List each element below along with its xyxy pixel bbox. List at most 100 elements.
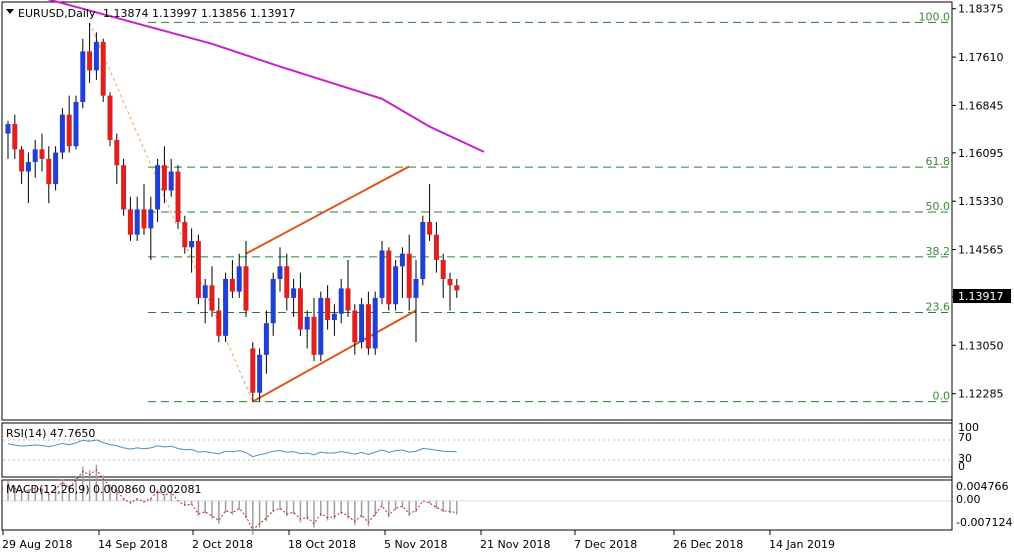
candle-body-53: [365, 304, 371, 349]
candle-body-41: [284, 266, 290, 298]
candle-body-2: [19, 149, 25, 172]
rsi-label: RSI(14) 47.7650: [6, 427, 95, 440]
candle-body-25: [175, 171, 181, 223]
candle-body-36: [250, 348, 256, 393]
candle-body-24: [168, 171, 174, 191]
collapse-triangle-icon[interactable]: [6, 9, 14, 14]
macd-signal-line: [7, 469, 457, 532]
candles: [5, 22, 460, 402]
macd-label: MACD(12,26,9) 0.000860 0.002081: [6, 483, 202, 496]
candle-body-54: [372, 297, 378, 349]
time-tick-label-7: 26 Dec 2018: [673, 538, 743, 551]
fib-label-5: 0.0: [933, 390, 951, 403]
candle-body-15: [107, 95, 113, 140]
candle-body-58: [399, 253, 405, 267]
candle-body-34: [236, 266, 242, 292]
channel-lower-line: [252, 309, 417, 403]
candle-body-16: [114, 139, 120, 166]
time-tick-label-4: 5 Nov 2018: [384, 538, 447, 551]
candle-body-45: [311, 316, 317, 355]
rsi-panel-frame: [1, 422, 953, 478]
candle-body-12: [87, 51, 93, 71]
time-axis: 29 Aug 2018 14 Sep 2018 2 Oct 2018 18 Oct 2…: [2, 530, 835, 551]
candle-body-21: [148, 209, 154, 229]
price-tick-label-7: 1.13050: [958, 339, 1004, 352]
symbol-label: EURUSD,Daily: [18, 7, 96, 20]
candle-body-14: [100, 41, 106, 96]
candle-body-40: [277, 266, 283, 279]
candle-body-32: [223, 278, 229, 336]
candle-body-19: [134, 209, 140, 235]
candle-body-10: [73, 101, 79, 147]
macd-tick-label-0: 0.004766: [956, 480, 1009, 493]
candle-body-35: [243, 266, 249, 311]
time-tick-label-3: 18 Oct 2018: [288, 538, 356, 551]
candle-body-65: [447, 278, 453, 286]
ma-line: [46, 0, 485, 153]
fib-label-0: 100.0: [919, 10, 951, 23]
candle-body-62: [427, 222, 433, 235]
time-tick-label-2: 2 Oct 2018: [192, 538, 253, 551]
candle-body-46: [318, 297, 324, 355]
candle-body-4: [32, 149, 38, 163]
price-tick-label-4: 1.15330: [958, 195, 1004, 208]
price-tick-label-5: 1.14565: [958, 244, 1004, 257]
candle-body-9: [66, 114, 72, 147]
fib-label-1: 61.8: [926, 155, 951, 168]
fibonacci-levels: 100.0 61.8 50.0 38.2 23.6 0.0: [148, 10, 951, 403]
candle-body-30: [209, 285, 215, 311]
rsi-tick-label-0: 100: [958, 421, 979, 434]
candle-body-0: [5, 124, 11, 134]
candle-body-37: [257, 354, 263, 393]
price-tick-label-2: 1.16845: [958, 99, 1004, 112]
candle-body-51: [352, 310, 358, 343]
candle-body-64: [440, 259, 446, 279]
candle-body-50: [345, 288, 351, 311]
rsi-tick-label-3: 0: [958, 460, 965, 473]
candle-body-7: [53, 152, 59, 185]
candle-body-26: [182, 222, 188, 248]
candle-body-66: [454, 285, 460, 291]
candle-body-55: [379, 250, 385, 298]
candle-body-61: [420, 222, 426, 279]
fib-label-3: 38.2: [926, 245, 951, 258]
candle-body-18: [127, 209, 133, 235]
time-tick-label-8: 14 Jan 2019: [769, 538, 835, 551]
rsi-line: [7, 439, 457, 458]
time-tick-label-6: 7 Dec 2018: [574, 538, 637, 551]
current-price-label: 1.13917: [958, 290, 1004, 303]
candle-body-42: [291, 288, 297, 298]
price-tick-label-3: 1.16095: [958, 147, 1004, 160]
current-price-box: [953, 289, 1011, 303]
fib-label-4: 23.6: [926, 300, 951, 313]
candle-body-43: [297, 288, 303, 330]
candle-body-39: [270, 278, 276, 324]
ohlc-label: 1.13874 1.13997 1.13856 1.13917: [103, 7, 295, 20]
candle-body-44: [304, 316, 310, 330]
rsi-tick-label-1: 70: [958, 431, 972, 444]
candle-body-17: [121, 165, 127, 210]
macd-tick-label-1: 0.00: [956, 493, 981, 506]
candle-body-5: [39, 149, 45, 159]
candle-body-59: [406, 253, 412, 298]
candle-body-38: [263, 323, 269, 355]
candle-body-57: [393, 266, 399, 305]
candle-body-52: [359, 304, 365, 343]
candle-body-56: [386, 250, 392, 305]
candle-body-27: [189, 241, 195, 248]
fib-label-2: 50.0: [926, 200, 951, 213]
candle-body-20: [141, 209, 147, 229]
rsi-tick-label-2: 30: [958, 452, 972, 465]
time-tick-label-5: 21 Nov 2018: [480, 538, 550, 551]
candle-body-31: [216, 310, 222, 336]
price-tick-label-0: 1.18375: [958, 3, 1004, 16]
candle-body-3: [25, 162, 31, 172]
candle-body-13: [93, 41, 99, 71]
price-tick-label-1: 1.17610: [958, 51, 1004, 64]
candle-body-47: [325, 297, 331, 321]
candle-body-6: [46, 158, 52, 185]
candle-body-1: [12, 124, 18, 150]
